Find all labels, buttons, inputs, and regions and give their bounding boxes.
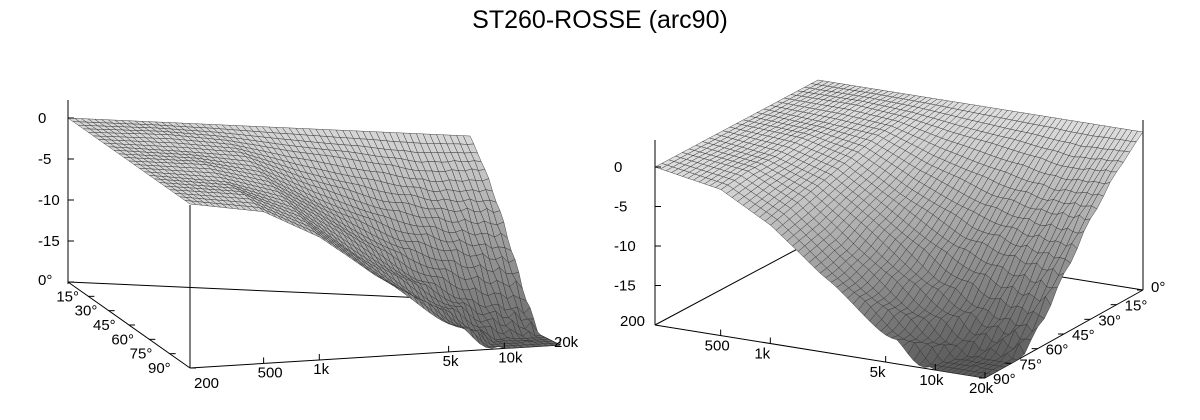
right-back-angle-axis (654, 237, 819, 326)
left-freq-axis (189, 344, 561, 369)
left-angle-tick-label: 75° (130, 346, 153, 363)
right-angle-tick-label: 75° (1019, 356, 1042, 373)
left-z-ticks: 0 -5 -10 -15 (38, 110, 74, 250)
left-angle-ticks: 0°15°30°45°60°75°90° (38, 272, 196, 377)
left-angle-tick-label: 30° (75, 303, 98, 320)
left-freq-tick-label: 20k (554, 334, 579, 351)
right-angle-tick-label: 30° (1098, 312, 1121, 329)
left-freq-tick-label: 200 (194, 375, 219, 392)
left-angle-tick-label: 45° (93, 317, 116, 334)
right-freq-tick-label: 1k (754, 346, 770, 363)
right-freq-tick-label: 10k (919, 372, 944, 389)
right-z-tick-label: -5 (614, 199, 627, 216)
left-surface (67, 117, 561, 349)
right-angle-tick-label: 60° (1046, 342, 1069, 359)
right-angle-tick-label: 45° (1072, 327, 1095, 344)
left-freq-tick-label: 500 (258, 364, 283, 381)
right-z-tick-label: -10 (614, 238, 636, 255)
right-angle-tick-label: 90° (993, 371, 1016, 388)
left-back-freq-axis (67, 281, 471, 301)
left-angle-tick-label: 15° (56, 288, 79, 305)
left-freq-tick-label: 5k (443, 353, 459, 370)
right-z-tick-label: 0 (614, 159, 622, 176)
left-freq-tick-label: 10k (498, 349, 523, 366)
right-freq-tick-label: 200 (620, 313, 645, 330)
left-z-tick-label: 0 (38, 110, 46, 127)
left-freq-ticks: 200 500 1k 5k 10k 20k (189, 334, 579, 392)
right-freq-axis (654, 324, 986, 379)
right-freq-tick-label: 5k (870, 364, 886, 381)
right-angle-tick-label: 0° (1151, 279, 1165, 296)
right-freq-tick-label: 20k (969, 380, 994, 397)
right-z-tick-label: -15 (614, 278, 636, 295)
left-z-tick-label: -15 (38, 233, 60, 250)
right-z-ticks: 0 -5 -10 -15 (614, 159, 661, 295)
left-freq-tick-label: 1k (313, 361, 329, 378)
left-angle-tick-label: 0° (38, 272, 52, 289)
right-angle-tick-label: 15° (1125, 298, 1148, 315)
left-z-tick-label: -5 (38, 151, 51, 168)
chart-title: ST260-ROSSE (arc90) (472, 6, 728, 34)
left-angle-tick-label: 90° (148, 360, 171, 377)
right-freq-tick-label: 500 (705, 338, 730, 355)
left-angle-tick-label: 60° (111, 331, 134, 348)
right-surface (654, 79, 1144, 379)
right-angle-ticks: 0°15°30°45°60°75°90° (979, 279, 1165, 388)
right-freq-ticks: 200 500 1k 5k 10k 20k (620, 313, 994, 397)
left-z-tick-label: -10 (38, 192, 60, 209)
